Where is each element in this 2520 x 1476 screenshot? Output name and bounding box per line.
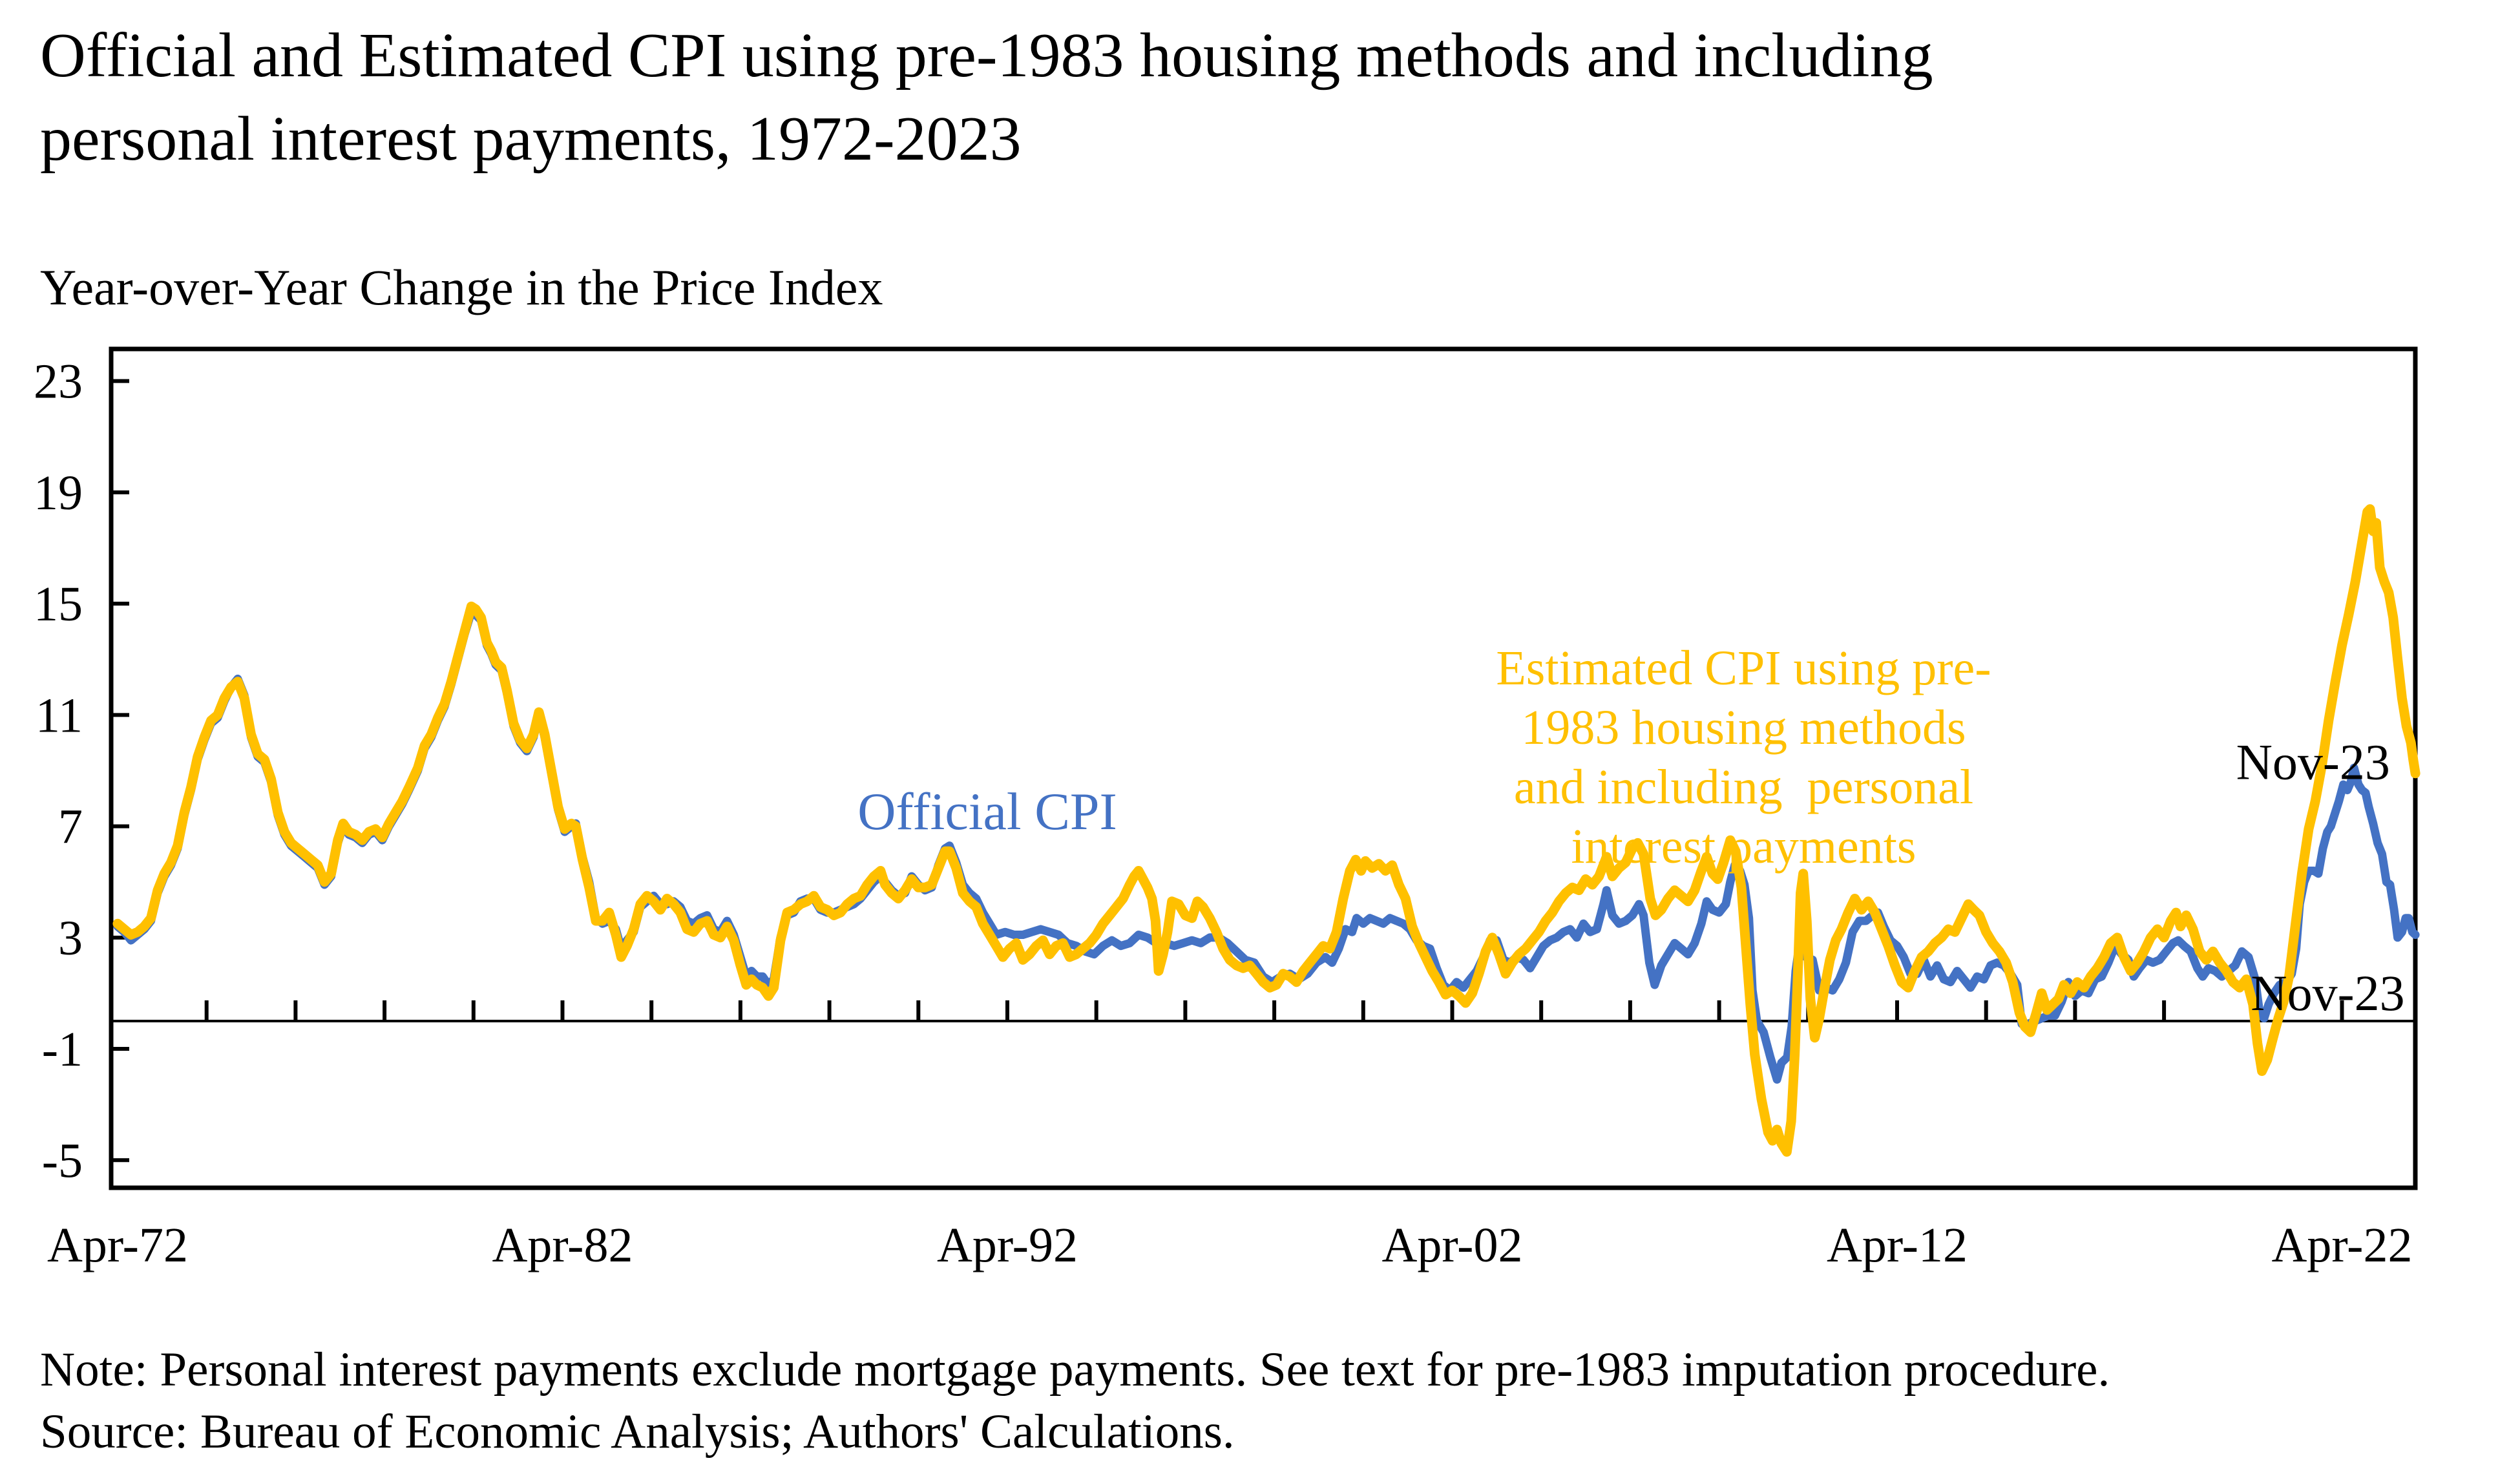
note-text: Note: Personal interest payments exclude… [40,1343,2110,1397]
official-cpi-line [113,607,2420,1084]
estimated-cpi-label: 1983 housing methods [1521,701,1966,755]
y-tick-label: 3 [58,911,83,965]
official-cpi-label: Official CPI [857,782,1117,841]
footnote: Note: Personal interest payments exclude… [40,1339,2110,1463]
page-title-line1: Official and Estimated CPI using pre-198… [40,21,1933,90]
estimated-cpi-label: and including personal [1514,760,1973,814]
x-tick-label: Apr-72 [47,1218,188,1272]
y-tick-label: 23 [34,355,83,409]
page-title-line2: personal interest payments, 1972-2023 [40,104,1022,174]
plot-border [109,346,2418,1190]
y-tick-label: 7 [58,800,83,854]
plot-frame [109,346,2418,1190]
y-axis-title: Year-over-Year Change in the Price Index [40,259,883,315]
chart-labels: 23 19 15 11 7 3 -1 -5 Apr-72 Apr-82 Apr-92 Apr-02 Ap… [34,355,2412,1272]
x-tick-label: Apr-02 [1382,1218,1523,1272]
x-tick-label: Apr-82 [492,1218,633,1272]
y-tick-label: 15 [34,577,83,631]
page-title: Official and Estimated CPI using pre-198… [40,14,1933,182]
y-tick-label: -5 [42,1133,83,1188]
series-lines [112,504,2420,1157]
x-tick-label: Apr-12 [1827,1218,1968,1272]
y-tick-label: 11 [36,688,83,743]
estimated-cpi-line [112,504,2420,1157]
y-tick-label: 19 [34,466,83,520]
nov23-label-estimated: Nov-23 [2236,733,2390,790]
x-tick-label: Apr-22 [2272,1218,2413,1272]
x-tick-label: Apr-92 [937,1218,1078,1272]
nov23-label-official: Nov-23 [2251,965,2404,1021]
source-text: Source: Bureau of Economic Analysis; Aut… [40,1405,1235,1459]
estimated-cpi-label: Estimated CPI using pre- [1496,641,1991,695]
estimated-cpi-label: interest payments [1571,819,1916,874]
y-tick-label: -1 [42,1022,83,1077]
